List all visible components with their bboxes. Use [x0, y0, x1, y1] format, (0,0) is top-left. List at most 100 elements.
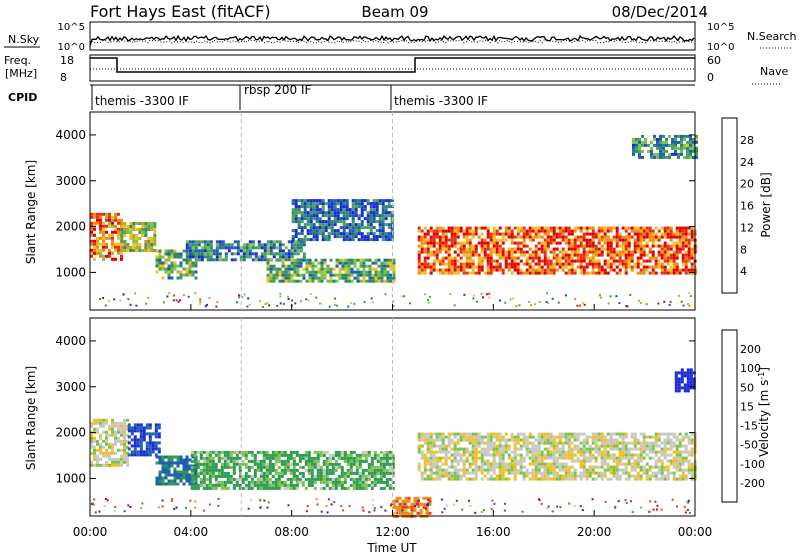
data-cell: [268, 477, 272, 481]
data-cell: [564, 229, 568, 233]
data-cell: [377, 279, 381, 283]
data-cell: [600, 271, 604, 275]
data-cell: [305, 261, 309, 265]
data-cell: [262, 450, 266, 454]
data-cell: [384, 214, 388, 218]
data-cell: [306, 229, 310, 233]
data-cell: [558, 226, 562, 230]
data-cell: [585, 477, 589, 481]
data-cell: [615, 462, 619, 466]
data-cell: [585, 456, 589, 460]
data-cell: [471, 271, 475, 275]
data-cell: [281, 258, 285, 262]
data-cell: [441, 262, 445, 266]
data-cell: [435, 471, 439, 475]
data-cell: [681, 241, 685, 245]
data-cell: [683, 389, 687, 393]
data-cell: [438, 447, 442, 451]
data-cell: [365, 273, 369, 277]
data-cell: [293, 243, 297, 247]
data-cell: [158, 476, 162, 480]
data-cell: [420, 271, 424, 275]
data-cell: [354, 235, 358, 239]
data-cell: [429, 459, 433, 463]
data-cell: [486, 438, 490, 442]
data-cell: [120, 218, 123, 222]
data-cell: [687, 441, 691, 445]
data-cell: [251, 246, 255, 250]
data-cell: [331, 483, 335, 487]
data-cell: [170, 499, 173, 502]
data-cell: [296, 258, 300, 262]
data-cell: [269, 240, 273, 244]
data-cell: [528, 447, 532, 451]
data-cell: [339, 211, 343, 215]
data-cell: [281, 264, 285, 268]
data-cell: [606, 262, 610, 266]
data-cell: [546, 247, 550, 251]
data-cell: [636, 262, 640, 266]
data-cell: [283, 450, 287, 454]
data-cell: [347, 279, 351, 283]
data-cell: [319, 477, 323, 481]
data-cell: [648, 456, 652, 460]
data-cell: [99, 451, 102, 455]
data-cell: [450, 265, 454, 269]
data-cell: [621, 241, 625, 245]
data-cell: [307, 462, 311, 466]
data-cell: [594, 253, 598, 257]
data-cell: [164, 473, 168, 477]
data-cell: [428, 511, 432, 515]
data-cell: [167, 458, 171, 462]
data-cell: [226, 477, 230, 481]
data-cell: [666, 226, 670, 230]
data-cell: [646, 302, 649, 305]
data-cell: [272, 267, 276, 271]
data-cell: [313, 477, 317, 481]
data-cell: [369, 232, 373, 236]
data-cell: [624, 268, 628, 272]
data-cell: [501, 253, 505, 257]
data-cell: [689, 386, 693, 390]
data-cell: [543, 438, 547, 442]
data-cell: [618, 250, 622, 254]
data-cell: [651, 474, 655, 478]
data-cell: [396, 511, 398, 514]
data-cell: [660, 468, 664, 472]
data-cell: [516, 271, 520, 275]
data-cell: [624, 259, 628, 263]
data-cell: [349, 450, 353, 454]
data-cell: [615, 271, 619, 275]
data-cell: [167, 479, 171, 483]
data-cell: [278, 240, 282, 244]
data-cell: [223, 480, 227, 484]
data-cell: [142, 426, 146, 430]
data-cell: [450, 441, 454, 445]
data-cell: [528, 235, 532, 239]
data-cell: [492, 441, 496, 445]
data-cell: [674, 389, 678, 393]
data-cell: [686, 140, 689, 144]
data-cell: [278, 255, 282, 259]
data-cell: [292, 486, 296, 490]
data-cell: [312, 226, 316, 230]
data-cell: [549, 462, 553, 466]
data-cell: [291, 202, 295, 206]
data-cell: [570, 238, 574, 242]
data-cell: [361, 506, 364, 509]
data-cell: [362, 270, 366, 274]
data-cell: [303, 217, 307, 221]
data-cell: [594, 235, 598, 239]
data-cell: [365, 258, 369, 262]
data-cell: [680, 143, 683, 147]
data-cell: [319, 471, 323, 475]
data-cell: [173, 470, 177, 474]
data-cell: [208, 459, 212, 463]
data-cell: [530, 304, 533, 307]
data-cell: [498, 256, 502, 260]
data-cell: [624, 241, 628, 245]
data-cell: [386, 261, 390, 265]
data-cell: [108, 451, 111, 455]
data-cell: [606, 444, 610, 448]
